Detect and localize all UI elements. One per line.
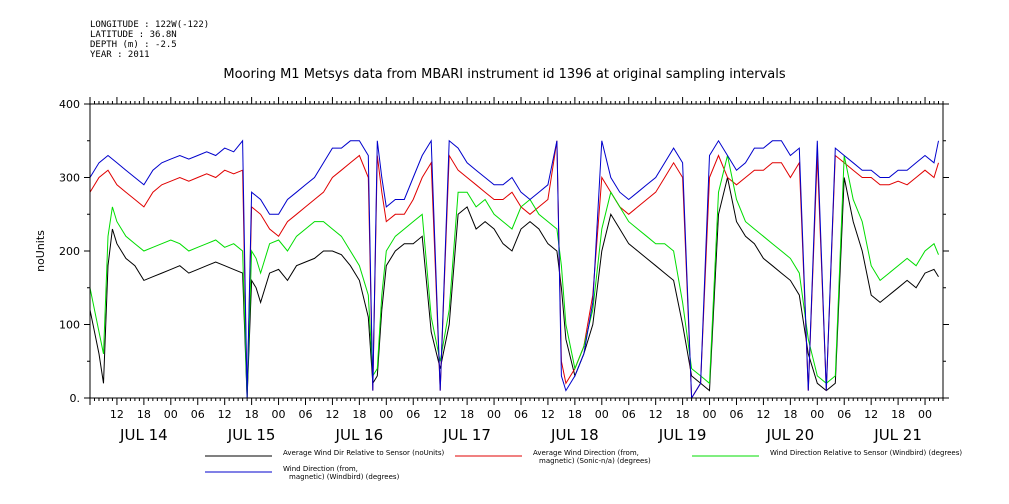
depth-label: DEPTH (m) : -2.5 xyxy=(90,40,177,50)
longitude-label: LONGITUDE : 122W(-122) xyxy=(90,20,210,30)
legend-label-line: Average Wind Dir Relative to Sensor (noU… xyxy=(283,449,444,457)
x-hour-label: 12 xyxy=(325,408,339,421)
x-hour-label: 06 xyxy=(837,408,851,421)
x-hour-label: 12 xyxy=(756,408,770,421)
x-hour-label: 00 xyxy=(810,408,824,421)
x-hour-label: 18 xyxy=(460,408,474,421)
x-day-label: JUL 16 xyxy=(335,426,384,444)
x-hour-label: 18 xyxy=(568,408,582,421)
x-hour-label: 06 xyxy=(729,408,743,421)
y-tick-label: 300 xyxy=(59,172,80,185)
chart-title: Mooring M1 Metsys data from MBARI instru… xyxy=(223,67,786,82)
x-hour-label: 12 xyxy=(649,408,663,421)
x-hour-label: 00 xyxy=(595,408,609,421)
legend-label-line: magnetic) (Windbird) (degrees) xyxy=(289,473,400,481)
series-line-2 xyxy=(89,140,939,400)
x-day-label: JUL 17 xyxy=(442,426,491,444)
x-hour-label: 00 xyxy=(487,408,501,421)
x-hour-label: 18 xyxy=(783,408,797,421)
legend-label-line: Wind Direction Relative to Sensor (Windb… xyxy=(770,449,962,457)
x-hour-label: 12 xyxy=(541,408,555,421)
legend-label-line: Average Wind Direction (from, xyxy=(533,449,639,457)
legend: Average Wind Dir Relative to Sensor (noU… xyxy=(205,449,962,481)
y-tick-label: 0. xyxy=(70,392,81,405)
y-axis-label: noUnits xyxy=(34,230,47,272)
legend-label-4: Wind Direction (from, magnetic) (Windbird… xyxy=(283,465,400,481)
x-hour-label: 06 xyxy=(622,408,636,421)
legend-label-line: magnetic) (Sonic-n/a) (degrees) xyxy=(539,457,651,465)
latitude-label: LATITUDE : 36.8N xyxy=(90,30,177,40)
y-axis: 0. 100 200 300 400 xyxy=(59,98,949,405)
x-day-label: JUL 15 xyxy=(227,426,276,444)
x-hour-label: 06 xyxy=(406,408,420,421)
series-line-1 xyxy=(89,177,939,399)
x-hour-label: 06 xyxy=(191,408,205,421)
series-line-3 xyxy=(89,155,939,399)
x-hour-label: 00 xyxy=(918,408,932,421)
x-hour-label: 12 xyxy=(864,408,878,421)
x-hour-label: 12 xyxy=(433,408,447,421)
x-hour-label: 00 xyxy=(703,408,717,421)
x-hour-label: 18 xyxy=(137,408,151,421)
x-hour-label: 00 xyxy=(164,408,178,421)
legend-label-3: Wind Direction Relative to Sensor (Windb… xyxy=(770,449,962,457)
legend-label-line: Wind Direction (from, xyxy=(283,465,358,473)
legend-label-2: Average Wind Direction (from, magnetic) (… xyxy=(533,449,651,465)
x-hour-label: 18 xyxy=(891,408,905,421)
x-hour-label: 12 xyxy=(218,408,232,421)
x-day-label: JUL 19 xyxy=(658,426,707,444)
metadata-block: LONGITUDE : 122W(-122) LATITUDE : 36.8N … xyxy=(90,20,209,60)
x-hour-label: 00 xyxy=(379,408,393,421)
x-hour-label: 18 xyxy=(676,408,690,421)
x-hour-label: 06 xyxy=(298,408,312,421)
x-day-label: JUL 20 xyxy=(766,426,815,444)
x-axis: 12 18 00 06 12 18 00 06 12 18 00 06 12 18 00 06 12 18 00 06… xyxy=(89,97,944,444)
x-hour-label: 18 xyxy=(245,408,259,421)
x-hour-label: 00 xyxy=(272,408,286,421)
series-line-4 xyxy=(89,139,939,400)
x-hour-label: 18 xyxy=(352,408,366,421)
x-day-label: JUL 18 xyxy=(550,426,599,444)
y-tick-label: 200 xyxy=(59,245,80,258)
series-layer xyxy=(89,139,939,400)
y-tick-label: 400 xyxy=(59,98,80,111)
plot-frame xyxy=(89,103,944,399)
y-tick-label: 100 xyxy=(59,319,80,332)
x-hour-label: 06 xyxy=(514,408,528,421)
year-label: YEAR : 2011 xyxy=(90,50,150,60)
legend-label-1: Average Wind Dir Relative to Sensor (noU… xyxy=(283,449,444,457)
x-hour-label: 12 xyxy=(110,408,124,421)
x-day-label: JUL 21 xyxy=(873,426,922,444)
x-day-label: JUL 14 xyxy=(119,426,168,444)
